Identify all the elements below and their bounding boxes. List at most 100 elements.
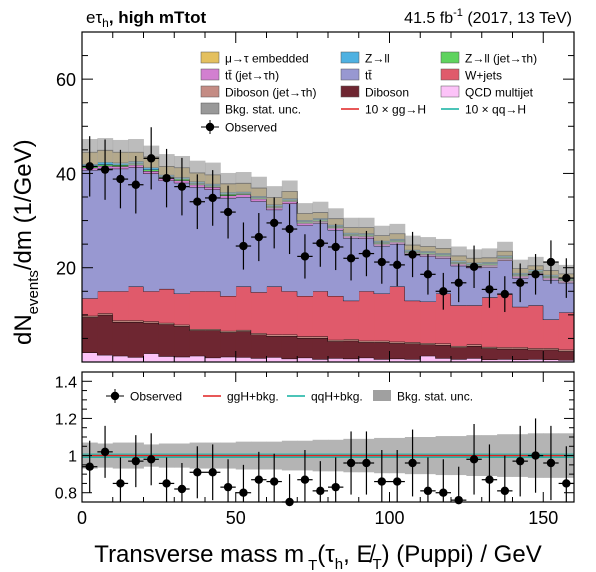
bar-tt xyxy=(189,187,206,292)
ratio-point xyxy=(208,468,217,477)
observed-point xyxy=(377,257,387,267)
bar-diboson-jet-h xyxy=(82,315,98,318)
stat-uncertainty-band xyxy=(82,138,574,283)
bar-tt-jet-h xyxy=(281,201,298,204)
bar-diboson xyxy=(281,336,298,359)
ratio-y-tick-label: 1.2 xyxy=(55,411,77,428)
bar-diboson xyxy=(205,330,221,358)
legend-label: Bkg. stat. unc. xyxy=(225,103,301,117)
bar-diboson xyxy=(558,351,574,361)
bar-w-jets xyxy=(143,291,160,322)
legend-swatch xyxy=(200,68,220,81)
ratio-point xyxy=(193,468,202,477)
bar-w-jets xyxy=(389,286,406,342)
legend-ratio: Observed ggH+bkg. qqH+bkg. Bkg. stat. unc. xyxy=(106,389,473,404)
bar-tt-jet-h xyxy=(297,222,314,226)
ratio-point xyxy=(177,484,187,494)
x-tick-label: 0 xyxy=(77,508,87,528)
bar-diboson-jet-h xyxy=(220,330,237,333)
observed-point xyxy=(362,249,371,258)
bar-diboson xyxy=(251,334,267,359)
observed-point xyxy=(515,278,525,287)
bar-diboson-jet-h xyxy=(143,321,160,323)
unc-band-bin xyxy=(312,201,329,224)
ratio-point xyxy=(408,458,417,468)
unc-band-bin xyxy=(128,139,144,166)
bar-diboson xyxy=(174,326,191,357)
legend-label: W+jets xyxy=(465,69,502,83)
bar-diboson-jet-h xyxy=(543,348,560,350)
ratio-point xyxy=(300,475,310,484)
bar-diboson xyxy=(358,342,375,358)
legend-label: Diboson xyxy=(365,86,409,100)
observed-point xyxy=(177,182,187,191)
observed-point xyxy=(316,239,325,248)
ratio-point xyxy=(377,477,387,486)
legend-swatch xyxy=(200,102,220,115)
bar-diboson-jet-h xyxy=(358,340,375,343)
bar-w-jets xyxy=(497,293,513,348)
bar-tt xyxy=(174,182,191,294)
x-tick-label: 50 xyxy=(226,508,246,528)
bar-qcd-multijet xyxy=(297,357,314,362)
observed-point xyxy=(300,252,310,261)
bar-diboson xyxy=(512,348,529,360)
ratio-point xyxy=(162,479,171,488)
legend-label: Observed xyxy=(225,121,277,135)
ratio-point xyxy=(146,455,156,464)
observed-point xyxy=(546,257,556,267)
bar-diboson xyxy=(420,344,437,356)
bar-tt xyxy=(82,170,98,299)
bar-diboson-jet-h xyxy=(404,342,421,344)
bar-qcd-multijet xyxy=(389,358,406,362)
bar-qcd-multijet xyxy=(558,360,574,362)
bar-w-jets xyxy=(374,293,390,341)
bar-w-jets xyxy=(266,286,283,335)
ratio-point xyxy=(239,488,248,497)
bar-w-jets xyxy=(312,291,329,337)
ratio-point xyxy=(362,458,371,468)
bar-w-jets xyxy=(82,298,98,316)
unc-band-bin xyxy=(281,180,298,203)
legend-label: tt̄ (jet→τh) xyxy=(225,69,279,83)
bar-diboson xyxy=(451,347,467,360)
ratio-point xyxy=(254,475,264,484)
legend-label: Diboson (jet→τh) xyxy=(225,86,316,100)
bar-diboson xyxy=(82,317,98,353)
bar-diboson-jet-h xyxy=(174,324,191,327)
ratio-panel: Observed ggH+bkg. qqH+bkg. Bkg. stat. unc. … xyxy=(55,371,575,528)
bar-w-jets xyxy=(251,292,267,334)
bar-w-jets xyxy=(235,286,252,330)
unc-band-bin xyxy=(497,241,513,261)
bar-w-jets xyxy=(481,297,498,347)
bar-diboson-jet-h xyxy=(374,340,390,343)
bar-diboson xyxy=(389,343,406,359)
bar-diboson-jet-h xyxy=(343,339,360,341)
bar-qcd-multijet xyxy=(420,355,437,362)
bar-qcd-multijet xyxy=(481,359,498,362)
ratio-legend-label: qqH+bkg. xyxy=(311,390,363,404)
bar-qcd-multijet xyxy=(312,359,329,362)
main-panel: μ→τ embedded Z→ll Z→ll (jet→τh) tt̄ (jet→τh… xyxy=(56,31,575,363)
bar-diboson xyxy=(466,345,483,359)
bar-w-jets xyxy=(158,288,175,323)
bar-w-jets xyxy=(97,291,114,314)
unc-band-bin xyxy=(328,208,344,230)
bar-diboson-jet-h xyxy=(527,348,544,350)
observed-points xyxy=(82,127,574,313)
legend-swatch xyxy=(200,51,220,64)
legend-swatch xyxy=(200,85,220,98)
bar-w-jets xyxy=(543,319,560,349)
unc-band-bin xyxy=(435,238,452,258)
x-tick-label: 100 xyxy=(374,508,404,528)
bar-w-jets xyxy=(297,296,314,337)
observed-point xyxy=(100,165,110,174)
bar-diboson xyxy=(266,336,283,358)
ratio-point xyxy=(346,458,356,468)
bar-qcd-multijet xyxy=(251,358,267,362)
bar-qcd-multijet xyxy=(158,356,175,362)
bar-diboson-jet-h xyxy=(251,333,267,335)
observed-point xyxy=(408,250,417,259)
observed-point xyxy=(285,224,294,234)
y-axis-label-part: events xyxy=(25,270,42,314)
